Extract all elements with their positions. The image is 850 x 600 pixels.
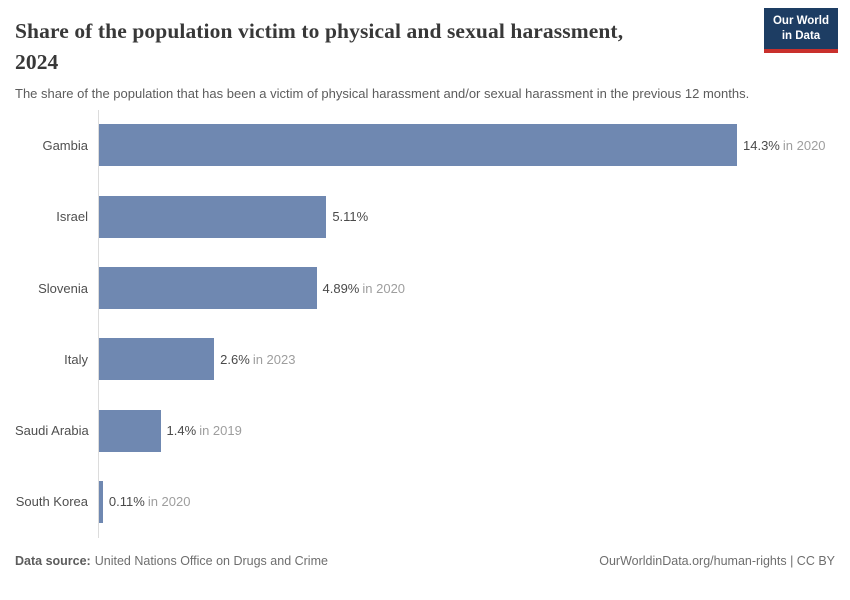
plot-area: 5.11% [98, 195, 737, 238]
year-text: in 2019 [199, 423, 242, 439]
year-text: in 2023 [252, 351, 296, 367]
year-text: in 2020 [147, 494, 191, 510]
title-line-1: Share of the population victim to physic… [15, 19, 624, 43]
country-label-saudi-arabia[interactable]: Saudi Arabia [15, 423, 89, 439]
logo-line-1: Our World [772, 14, 829, 27]
bar-gambia[interactable] [98, 124, 737, 167]
title-line-2: 2024 [15, 50, 59, 75]
data-source-value: United Nations Office on Drugs and Crime [94, 553, 328, 568]
logo-line-2: in Data [781, 29, 821, 42]
bar-slovenia[interactable] [98, 267, 317, 310]
value-text: 1.4% [166, 423, 197, 439]
value-label: 0.11% in 2020 [109, 494, 191, 509]
country-label-italy[interactable]: Italy [64, 351, 88, 367]
data-source: Data source: United Nations Office on Dru… [15, 554, 328, 568]
value-text: 0.11% [108, 494, 145, 510]
value-text: 4.89% [322, 280, 360, 296]
year-text: in 2020 [782, 137, 826, 153]
value-label: 14.3% in 2020 [743, 138, 826, 153]
value-text: 2.6% [220, 351, 250, 367]
value-label: 1.4% in 2019 [167, 423, 242, 438]
bar-row-italy: Italy 2.6% in 2023 [15, 324, 835, 395]
data-source-label: Data source: [15, 553, 91, 568]
bar-chart: Gambia 14.3% in 2020 Israel 5.11% Sloveni… [15, 109, 835, 538]
country-label-slovenia[interactable]: Slovenia [38, 280, 88, 296]
plot-area: 14.3% in 2020 [98, 124, 826, 167]
owid-logo: Our World in Data [764, 8, 838, 53]
bar-saudi-arabia[interactable] [98, 409, 161, 452]
chart-footer: Data source: United Nations Office on Dru… [15, 554, 835, 568]
bar-south-korea[interactable] [98, 480, 103, 523]
year-text: in 2020 [362, 280, 406, 296]
y-axis-line [98, 109, 99, 538]
plot-area: 4.89% in 2020 [98, 267, 737, 310]
value-label: 2.6% in 2023 [220, 352, 295, 367]
value-label: 4.89% in 2020 [323, 281, 406, 296]
chart-subtitle: The share of the population that has bee… [15, 86, 750, 102]
bar-israel[interactable] [98, 195, 327, 238]
value-text: 5.11% [332, 209, 369, 225]
bar-row-slovenia: Slovenia 4.89% in 2020 [15, 252, 835, 323]
bar-row-saudi-arabia: Saudi Arabia 1.4% in 2019 [15, 395, 835, 466]
bar-italy[interactable] [98, 338, 215, 381]
credit-link[interactable]: OurWorldinData.org/human-rights | CC BY [599, 553, 835, 568]
bar-row-south-korea: South Korea 0.11% in 2020 [15, 466, 835, 537]
plot-area: 0.11% in 2020 [98, 480, 737, 523]
country-label-israel[interactable]: Israel [56, 209, 88, 225]
country-label-gambia[interactable]: Gambia [42, 137, 88, 153]
value-text: 14.3% [743, 137, 780, 153]
plot-area: 1.4% in 2019 [98, 409, 737, 452]
bar-row-gambia: Gambia 14.3% in 2020 [15, 110, 835, 181]
bar-row-israel: Israel 5.11% [15, 181, 835, 252]
value-label: 5.11% [332, 209, 371, 224]
chart-header: Share of the population victim to physic… [0, 0, 850, 104]
plot-area: 2.6% in 2023 [98, 338, 737, 381]
page-title: Share of the population victim to physic… [15, 16, 745, 78]
country-label-south-korea[interactable]: South Korea [15, 494, 88, 510]
